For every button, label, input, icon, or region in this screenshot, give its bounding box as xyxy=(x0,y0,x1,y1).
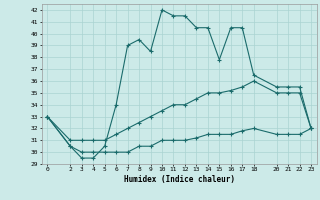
X-axis label: Humidex (Indice chaleur): Humidex (Indice chaleur) xyxy=(124,175,235,184)
